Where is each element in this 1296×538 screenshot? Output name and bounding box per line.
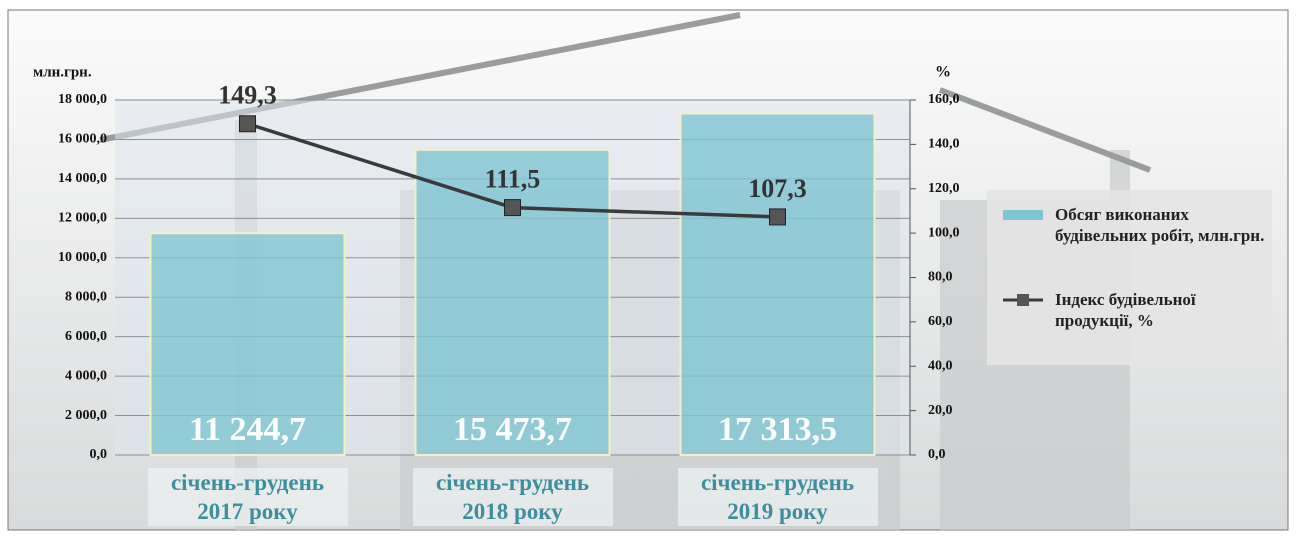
data-label: 111,5 — [485, 165, 541, 194]
y-tick-label: 2 000,0 — [65, 408, 107, 423]
y2-tick-label: 100,0 — [928, 225, 960, 240]
legend-label: Обсяг виконаних будівельних робіт, млн.г… — [1055, 204, 1265, 246]
chart: млн.грн. % 0,0 2 000,0 4 000,0 6 000,0 8 000… — [0, 0, 1296, 538]
bar — [416, 150, 610, 455]
y-tick-label: 18 000,0 — [58, 92, 107, 107]
marker — [240, 116, 256, 132]
x-tick-label: січень-грудень 2017 року — [148, 468, 348, 526]
data-label: 17 313,5 — [718, 411, 837, 448]
y2-axis-title: % — [935, 64, 951, 81]
data-label: 149,3 — [218, 81, 277, 110]
y-tick-label: 4 000,0 — [65, 368, 107, 383]
y-tick-label: 6 000,0 — [65, 329, 107, 344]
bar — [681, 114, 875, 455]
legend-label: Індекс будівельної продукції, % — [1055, 289, 1265, 331]
marker — [770, 209, 786, 225]
marker — [505, 200, 521, 216]
y2-tick-label: 60,0 — [928, 314, 953, 329]
y-tick-label: 0,0 — [90, 447, 108, 462]
y2-tick-label: 40,0 — [928, 358, 953, 373]
y-tick-label: 14 000,0 — [58, 171, 107, 186]
y2-tick-label: 0,0 — [928, 447, 946, 462]
legend-swatch — [1003, 210, 1043, 220]
x-tick-label: січень-грудень 2018 року — [413, 468, 613, 526]
y2-tick-label: 120,0 — [928, 181, 960, 196]
y2-tick-label: 160,0 — [928, 92, 960, 107]
y2-tick-label: 80,0 — [928, 270, 953, 285]
y-tick-label: 10 000,0 — [58, 250, 107, 265]
y-tick-label: 8 000,0 — [65, 289, 107, 304]
data-label: 107,3 — [748, 174, 807, 203]
y2-tick-label: 20,0 — [928, 403, 953, 418]
data-label: 15 473,7 — [453, 411, 572, 448]
x-tick-label: січень-грудень 2019 року — [678, 468, 878, 526]
page: млн.грн. % 0,0 2 000,0 4 000,0 6 000,0 8 000… — [0, 0, 1296, 538]
y-tick-label: 12 000,0 — [58, 211, 107, 226]
y-axis-title: млн.грн. — [33, 64, 92, 80]
legend-swatch — [1017, 294, 1029, 306]
y-tick-label: 16 000,0 — [58, 132, 107, 147]
data-label: 11 244,7 — [189, 411, 306, 448]
y2-tick-label: 140,0 — [928, 137, 960, 152]
